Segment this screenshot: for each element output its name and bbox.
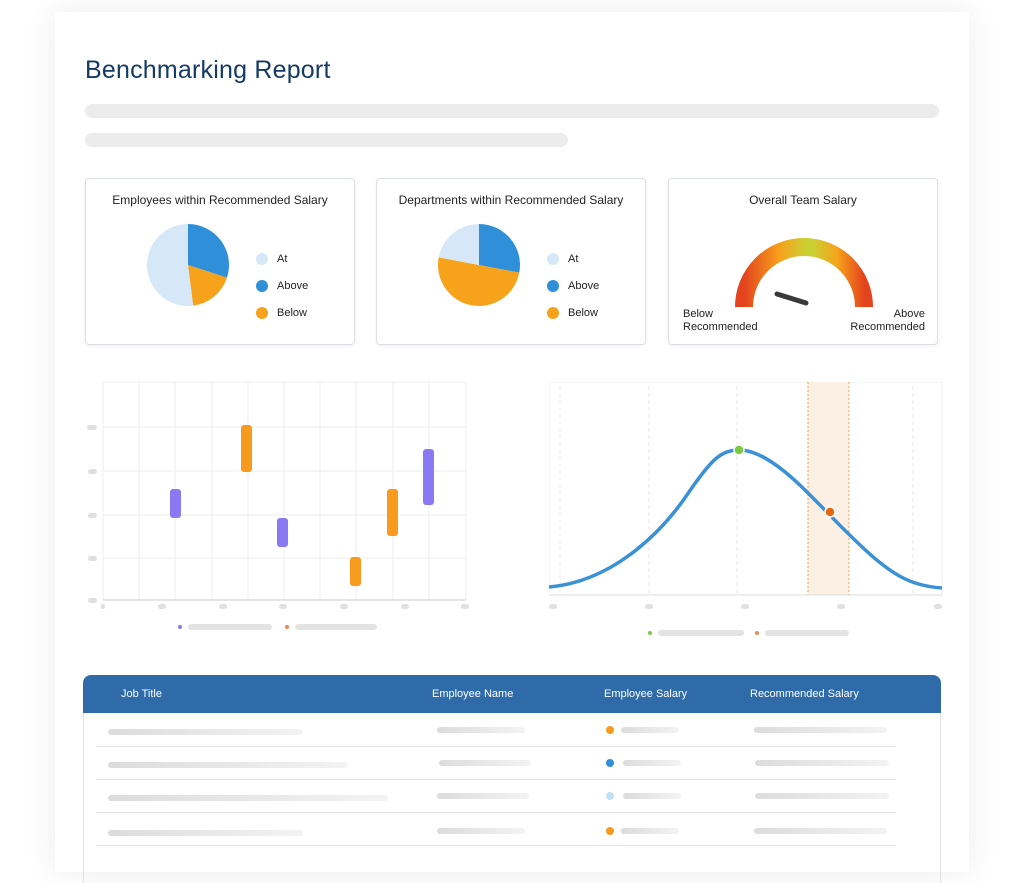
departments-legend: At Above Below bbox=[547, 245, 599, 326]
legend-label: At bbox=[277, 252, 288, 265]
salary-status-dot-below bbox=[606, 827, 614, 835]
recommended-salary-placeholder bbox=[754, 727, 887, 733]
recommended-salary-placeholder bbox=[755, 760, 889, 766]
legend-label-placeholder bbox=[295, 624, 377, 630]
description-placeholder-line bbox=[85, 133, 568, 147]
legend-label-placeholder bbox=[188, 624, 272, 630]
range-bar-orange bbox=[241, 425, 252, 472]
recommended-salary-placeholder bbox=[755, 793, 889, 799]
employee-name-placeholder bbox=[439, 760, 531, 766]
below-recommended-label: Below Recommended bbox=[683, 308, 758, 333]
recommended-salary-placeholder bbox=[754, 828, 887, 834]
grid bbox=[102, 381, 467, 600]
legend-item-below: Below bbox=[256, 299, 308, 326]
y-tick-placeholders bbox=[87, 425, 97, 603]
salary-distribution-chart bbox=[549, 382, 943, 609]
x-tick-placeholders bbox=[101, 604, 469, 609]
report-page: Benchmarking Report Employees within Rec… bbox=[55, 12, 969, 883]
legend-dot-purple bbox=[178, 625, 182, 629]
table-row[interactable] bbox=[96, 746, 896, 780]
departments-pie-chart bbox=[438, 224, 520, 306]
range-bar-purple bbox=[277, 518, 288, 547]
employee-name-placeholder bbox=[437, 793, 529, 799]
employee-point-green bbox=[733, 444, 745, 456]
pie-slice-above bbox=[479, 224, 520, 273]
pie-slice-at bbox=[147, 224, 194, 306]
legend-label: Below bbox=[277, 306, 307, 319]
legend-label-placeholder bbox=[765, 630, 849, 636]
salary-gauge bbox=[735, 238, 873, 308]
range-bar-orange bbox=[350, 557, 361, 586]
header-employee-name[interactable]: Employee Name bbox=[432, 688, 514, 700]
card-title: Overall Team Salary bbox=[749, 193, 857, 207]
header-recommended-salary[interactable]: Recommended Salary bbox=[750, 688, 859, 700]
salary-status-dot-above bbox=[606, 759, 614, 767]
legend-dot-at bbox=[256, 252, 268, 265]
range-bar-purple bbox=[423, 449, 434, 505]
page-title: Benchmarking Report bbox=[85, 56, 331, 84]
legend-label: Below bbox=[568, 306, 598, 319]
legend-label: Above bbox=[277, 279, 309, 292]
legend-item-below: Below bbox=[547, 299, 599, 326]
table-row[interactable] bbox=[96, 779, 896, 813]
legend-label-placeholder bbox=[658, 630, 744, 636]
table-header: Job Title Employee Name Employee Salary … bbox=[83, 675, 941, 713]
table-row[interactable] bbox=[96, 713, 896, 747]
departments-salary-card: Departments within Recommended Salary At… bbox=[376, 178, 646, 345]
pie-slice-below bbox=[438, 257, 520, 306]
card-title: Departments within Recommended Salary bbox=[398, 193, 624, 207]
card-title: Employees within Recommended Salary bbox=[112, 193, 328, 207]
employees-legend: At Above Below bbox=[256, 245, 308, 326]
salary-status-dot-below bbox=[606, 726, 614, 734]
pie-slice-below bbox=[188, 265, 227, 306]
job-title-placeholder bbox=[108, 795, 388, 801]
legend-label: At bbox=[568, 252, 579, 265]
legend-dot-below bbox=[256, 306, 268, 319]
employee-point-orange bbox=[824, 506, 836, 518]
legend-dot-orange bbox=[285, 625, 289, 629]
above-recommended-label: Above Recommended bbox=[850, 308, 925, 333]
legend-label: Above bbox=[568, 279, 600, 292]
x-tick-placeholders bbox=[549, 604, 942, 609]
employee-salary-placeholder bbox=[623, 793, 681, 799]
range-bar-purple bbox=[170, 489, 181, 518]
employee-salary-placeholder bbox=[623, 760, 681, 766]
header-job-title[interactable]: Job Title bbox=[121, 688, 162, 700]
legend-dot-below bbox=[547, 306, 559, 319]
distribution-curve bbox=[549, 448, 943, 590]
legend-dot-above bbox=[256, 279, 268, 292]
salary-table: Job Title Employee Name Employee Salary … bbox=[83, 675, 941, 883]
recommended-range-band bbox=[808, 382, 849, 595]
pie-slice-above bbox=[188, 224, 229, 278]
range-bar-orange bbox=[387, 489, 398, 536]
employee-name-placeholder bbox=[437, 727, 525, 733]
employee-salary-placeholder bbox=[621, 727, 679, 733]
employees-salary-card: Employees within Recommended Salary At A… bbox=[85, 178, 355, 345]
job-title-placeholder bbox=[108, 762, 348, 768]
employees-pie-chart bbox=[147, 224, 229, 306]
employee-name-placeholder bbox=[437, 828, 525, 834]
salary-status-dot-at bbox=[606, 792, 614, 800]
legend-item-at: At bbox=[256, 245, 308, 272]
grid bbox=[559, 386, 914, 594]
salary-range-chart bbox=[87, 381, 469, 609]
legend-dot-red bbox=[755, 631, 759, 635]
employee-salary-placeholder bbox=[621, 828, 679, 834]
table-body bbox=[83, 713, 941, 883]
legend-dot-above bbox=[547, 279, 559, 292]
legend-dot-at bbox=[547, 252, 559, 265]
header-employee-salary[interactable]: Employee Salary bbox=[604, 688, 688, 700]
legend-item-at: At bbox=[547, 245, 599, 272]
gauge-arc bbox=[735, 238, 873, 308]
legend-item-above: Above bbox=[256, 272, 308, 299]
legend-item-above: Above bbox=[547, 272, 599, 299]
description-placeholder-line bbox=[85, 104, 939, 118]
pie-slice-at bbox=[438, 224, 479, 265]
legend-dot-green bbox=[648, 631, 652, 635]
gauge-needle bbox=[774, 291, 809, 306]
team-salary-card: Overall Team Salary Below Recommended Ab… bbox=[668, 178, 938, 345]
job-title-placeholder bbox=[108, 729, 303, 735]
job-title-placeholder bbox=[108, 830, 303, 836]
